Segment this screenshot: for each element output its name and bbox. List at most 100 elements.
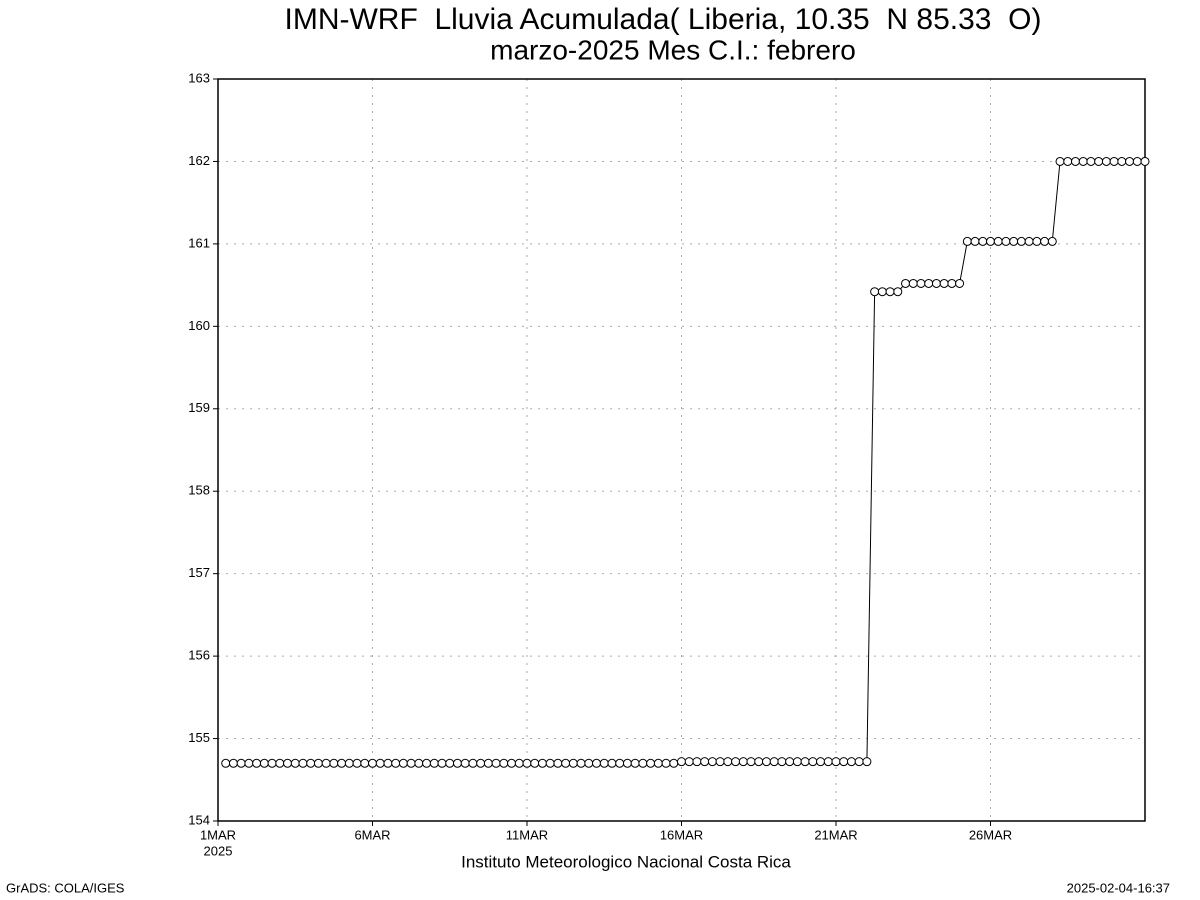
- y-tick-label: 159: [188, 400, 210, 415]
- data-point: [754, 757, 764, 767]
- data-point: [344, 758, 354, 768]
- data-point: [607, 758, 617, 768]
- data-point: [1001, 236, 1011, 246]
- data-point: [970, 236, 980, 246]
- data-point: [761, 757, 771, 767]
- data-point: [931, 278, 941, 288]
- y-tick-label: 158: [188, 483, 210, 498]
- data-point: [422, 758, 432, 768]
- data-point: [561, 758, 571, 768]
- data-point: [530, 758, 540, 768]
- data-point: [468, 758, 478, 768]
- data-point: [653, 758, 663, 768]
- data-point: [398, 758, 408, 768]
- data-point: [808, 757, 818, 767]
- data-point: [391, 758, 401, 768]
- data-point: [908, 278, 918, 288]
- data-point: [313, 758, 323, 768]
- data-point: [221, 758, 231, 768]
- x-year: 2025: [204, 843, 233, 858]
- data-point: [360, 758, 370, 768]
- data-point: [615, 758, 625, 768]
- y-tick-label: 155: [188, 730, 210, 745]
- data-point: [955, 278, 965, 288]
- data-point: [885, 287, 895, 297]
- data-point: [661, 758, 671, 768]
- data-point: [352, 758, 362, 768]
- data-point: [290, 758, 300, 768]
- data-point: [383, 758, 393, 768]
- data-point: [1040, 236, 1050, 246]
- data-point: [429, 758, 439, 768]
- footer-right: 2025-02-04-16:37: [1067, 880, 1170, 895]
- data-point: [947, 278, 957, 288]
- data-point: [228, 758, 238, 768]
- data-point: [924, 278, 934, 288]
- footer-left: GrADS: COLA/IGES: [6, 880, 125, 895]
- data-point: [437, 758, 447, 768]
- data-point: [816, 757, 826, 767]
- data-point: [700, 757, 710, 767]
- data-point: [1125, 156, 1135, 166]
- data-point: [746, 757, 756, 767]
- data-point: [916, 278, 926, 288]
- data-point: [252, 758, 262, 768]
- data-point: [669, 758, 679, 768]
- series-line: [225, 160, 1145, 764]
- x-tick-label: 16MAR: [660, 827, 703, 842]
- data-point: [731, 757, 741, 767]
- data-point: [962, 236, 972, 246]
- data-point: [1086, 156, 1096, 166]
- data-point: [1024, 236, 1034, 246]
- data-point: [375, 758, 385, 768]
- data-point: [1055, 156, 1065, 166]
- data-point: [568, 758, 578, 768]
- data-point: [1032, 236, 1042, 246]
- data-point: [329, 758, 339, 768]
- data-point: [1109, 156, 1119, 166]
- data-point: [537, 758, 547, 768]
- chart-subtitle: marzo-2025 Mes C.I.: febrero: [490, 34, 856, 65]
- data-point: [901, 278, 911, 288]
- data-point: [1101, 156, 1111, 166]
- data-point: [870, 287, 880, 297]
- data-point: [1016, 236, 1026, 246]
- data-point: [877, 287, 887, 297]
- data-point: [854, 757, 864, 767]
- data-point: [692, 757, 702, 767]
- data-point: [592, 758, 602, 768]
- y-tick-label: 162: [188, 153, 210, 168]
- data-point: [738, 757, 748, 767]
- data-point: [1094, 156, 1104, 166]
- data-point: [939, 278, 949, 288]
- data-point: [1070, 156, 1080, 166]
- data-point: [445, 758, 455, 768]
- data-point: [491, 758, 501, 768]
- data-point: [514, 758, 524, 768]
- data-point: [1132, 156, 1142, 166]
- y-tick-label: 160: [188, 318, 210, 333]
- data-point: [267, 758, 277, 768]
- data-point: [406, 758, 416, 768]
- data-point: [321, 758, 331, 768]
- data-point: [630, 758, 640, 768]
- x-tick-label: 21MAR: [814, 827, 857, 842]
- data-point: [368, 758, 377, 768]
- y-tick-label: 156: [188, 648, 210, 663]
- data-point: [715, 757, 725, 767]
- data-point: [862, 757, 872, 767]
- data-point: [259, 758, 269, 768]
- data-point: [1140, 156, 1150, 166]
- data-point: [723, 757, 733, 767]
- data-point: [499, 758, 509, 768]
- plot-frame: [217, 78, 1146, 822]
- data-point: [584, 758, 594, 768]
- data-point: [993, 236, 1003, 246]
- data-point: [476, 758, 486, 768]
- y-tick-label: 154: [188, 812, 210, 827]
- data-point: [337, 758, 347, 768]
- data-point: [236, 758, 246, 768]
- data-point: [707, 757, 717, 767]
- data-point: [298, 758, 308, 768]
